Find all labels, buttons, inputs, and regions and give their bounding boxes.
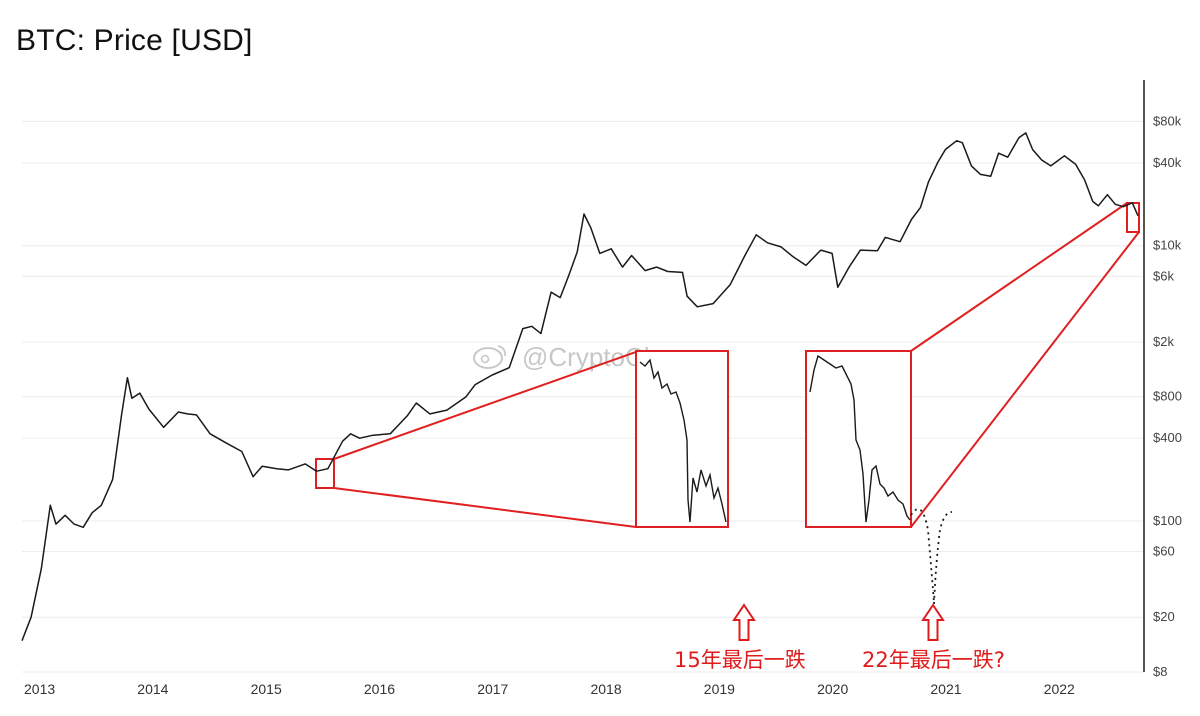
zoom-source-box-2022 [1126,202,1140,233]
arrow-up-icon-2015 [732,603,756,641]
y-tick-label: $20 [1153,609,1175,624]
x-tick-label: 2021 [930,681,961,697]
zoom-inset-line-2015 [639,358,727,523]
zoom-connector-bottom-2022 [910,231,1140,528]
y-tick-label: $400 [1153,430,1182,445]
zoom-connector-top-2015 [333,351,637,460]
series-line [21,132,1139,641]
x-tick-label: 2015 [251,681,282,697]
zoom-inset-line-2022 [809,354,911,523]
y-tick-label: $80k [1153,113,1182,128]
y-tick-label: $10k [1153,238,1182,253]
y-tick-label: $6k [1153,268,1174,283]
y-tick-label: $800 [1153,389,1182,404]
y-tick-label: $8 [1153,664,1167,679]
x-tick-label: 2013 [24,681,55,697]
y-tick-label: $100 [1153,513,1182,528]
price-series [21,132,1139,641]
page-title: BTC: Price [USD] [16,24,253,57]
y-tick-label: $2k [1153,334,1174,349]
zoom-connector-bottom-2015 [333,487,637,528]
x-tick-label: 2018 [590,681,621,697]
zoom-connector-top-2022 [910,202,1128,352]
x-tick-label: 2014 [137,681,168,697]
annotation-2022-last-drop: 22年最后一跌? [862,648,1005,672]
annotation-2015-last-drop: 15年最后一跌 [674,648,806,672]
zoom-inset-2022 [805,202,1140,528]
y-axis-ticks: $80k $40k $10k $6k $2k $800 $400 $100 $60 $20 $8 [1153,113,1182,679]
grid-lines [22,120,1144,673]
y-tick-label: $60 [1153,544,1175,559]
x-tick-label: 2020 [817,681,848,697]
zoom-target-box-2022 [805,350,912,528]
zoom-target-box-2015 [635,350,729,528]
x-tick-label: 2019 [704,681,735,697]
projection-dotted-line [910,508,953,605]
zoom-source-box-2015 [315,458,335,489]
x-tick-label: 2016 [364,681,395,697]
watermark-logo-icon [473,345,507,369]
arrow-up-icon-2022 [921,603,945,641]
y-tick-label: $40k [1153,155,1182,170]
zoom-inset-2015 [315,350,729,528]
x-tick-label: 2017 [477,681,508,697]
x-axis-ticks: 2013 2014 2015 2016 2017 2018 2019 2020 2021 2022 [24,681,1075,697]
x-tick-label: 2022 [1044,681,1075,697]
